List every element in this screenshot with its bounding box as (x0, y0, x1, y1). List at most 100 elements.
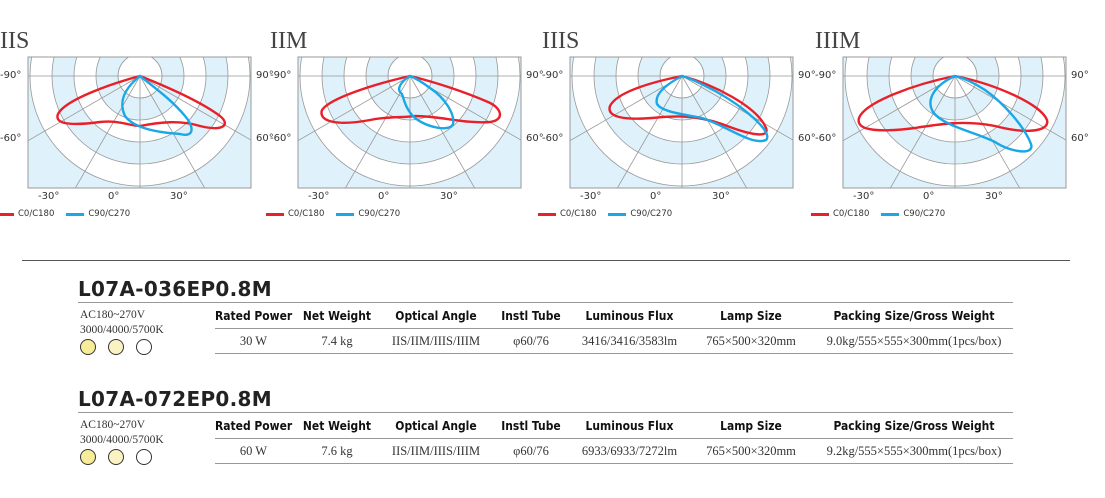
cct-color-swatch (136, 339, 152, 355)
spec-cell: 60 W (239, 443, 268, 458)
label-bottom-angle: -30° (308, 191, 330, 202)
label-bottom-angle: 0° (923, 191, 935, 202)
spec-data-row: 30 W 7.4 kg IIS/IIM/IIIS/IIIM φ60/76 3416/34… (215, 328, 1013, 354)
spec-header-row: Rated Power Net Weight Optical Angle Instl … (215, 414, 1013, 436)
legend-swatch (881, 212, 900, 216)
label-minus-90: -90° (270, 70, 292, 81)
curve-c90-c270 (655, 74, 769, 143)
legend-swatch (538, 212, 556, 216)
legend-label: C90/C270 (630, 209, 673, 219)
cct-color-swatch (136, 449, 152, 465)
label-minus-60: -60° (0, 133, 22, 144)
chart-frame (569, 56, 794, 189)
color-temperature: 3000/4000/5700K (80, 434, 164, 446)
product-block: L07A-072EP0.8M AC180~270V 3000/4000/5700K R… (0, 387, 1105, 497)
polar-spoke (139, 75, 206, 188)
column-header: Net Weight (302, 417, 372, 433)
polar-plot (569, 56, 794, 189)
polar-spoke (344, 75, 411, 188)
label-minus-90: -90° (542, 70, 564, 81)
column-header: Instl Tube (501, 417, 561, 433)
spec-header-row: Rated Power Net Weight Optical Angle Instl … (215, 304, 1013, 326)
spec-cell: φ60/76 (513, 443, 549, 458)
cct-color-swatch (80, 449, 96, 465)
product-model: L07A-072EP0.8M (78, 387, 272, 411)
curve-c90-c270 (121, 74, 193, 136)
column-header: Rated Power (215, 417, 293, 433)
curve-c90-c270 (398, 74, 455, 130)
column-header: Lamp Size (720, 307, 782, 323)
column-header: Luminous Flux (585, 417, 674, 433)
spec-cell: IIS/IIM/IIIS/IIIM (391, 333, 481, 348)
spec-cell: 765×500×320mm (706, 333, 796, 348)
label-bottom-angle: -30° (38, 191, 60, 202)
legend-label: C90/C270 (88, 209, 131, 219)
polar-plot (27, 56, 252, 189)
spec-cell: 9.2kg/555×555×300mm(1pcs/box) (826, 443, 1002, 458)
label-bottom-angle: 30° (985, 191, 1003, 202)
polar-spoke (28, 75, 141, 142)
legend-swatch (336, 212, 355, 216)
legend-label: C0/C180 (18, 209, 55, 219)
polar-spoke (954, 75, 1066, 141)
chart-title: IIS (0, 28, 30, 54)
label-bottom-angle: 0° (650, 191, 662, 202)
polar-spoke (298, 75, 411, 142)
spec-cell: 765×500×320mm (706, 443, 796, 458)
column-header: Instl Tube (501, 307, 561, 323)
label-60: 60° (798, 133, 816, 144)
column-header: Optical Angle (395, 417, 477, 433)
spec-cell: 7.4 kg (321, 333, 353, 348)
polar-spoke (889, 75, 956, 188)
polar-spoke (139, 75, 251, 141)
polar-spoke (409, 75, 521, 141)
spec-cell: 9.0kg/555×555×300mm(1pcs/box) (826, 333, 1002, 348)
column-header: Net Weight (302, 307, 372, 323)
column-header: Luminous Flux (585, 307, 674, 323)
section-divider (22, 260, 1070, 261)
cct-color-swatch (108, 449, 124, 465)
chart-frame (842, 56, 1067, 189)
curve-c0-c180 (320, 74, 502, 124)
color-temperature: 3000/4000/5700K (80, 324, 164, 336)
chart-frame (297, 56, 522, 189)
label-bottom-angle: 0° (108, 191, 120, 202)
chart-title: IIIM (815, 28, 861, 54)
title-underline (78, 302, 1013, 303)
legend-swatch (0, 212, 14, 216)
label-90: 90° (526, 70, 544, 81)
spec-cell: 3416/3416/3583lm (581, 333, 678, 348)
spec-cell: 6933/6933/7272lm (581, 443, 678, 458)
polar-plot (842, 56, 1067, 189)
curve-c90-c270 (929, 74, 1033, 153)
label-90: 90° (798, 70, 816, 81)
product-block: L07A-036EP0.8M AC180~270V 3000/4000/5700K R… (0, 277, 1105, 387)
polar-spoke (570, 75, 683, 142)
chart-legend: C0/C180 C90/C270 (0, 209, 130, 219)
chart-legend: C0/C180 C90/C270 (266, 209, 400, 219)
label-minus-90: -90° (815, 70, 837, 81)
column-header: Optical Angle (395, 307, 477, 323)
label-bottom-angle: 30° (712, 191, 730, 202)
spec-table: Rated Power Net Weight Optical Angle Instl … (215, 304, 1013, 354)
spec-cell: φ60/76 (513, 333, 549, 348)
title-underline (78, 412, 1013, 413)
legend-label: C0/C180 (833, 209, 870, 219)
legend-swatch (66, 212, 85, 216)
label-minus-60: -60° (815, 133, 837, 144)
spec-data-row: 60 W 7.6 kg IIS/IIM/IIIS/IIIM φ60/76 6933/69… (215, 438, 1013, 464)
chart-legend: C0/C180 C90/C270 (811, 209, 945, 219)
label-60: 60° (256, 133, 274, 144)
chart-frame (27, 56, 252, 189)
polar-spoke (616, 75, 683, 188)
label-minus-60: -60° (270, 133, 292, 144)
legend-swatch (608, 212, 627, 216)
chart-title: IIIS (542, 28, 580, 54)
voltage-range: AC180~270V (80, 309, 146, 321)
label-bottom-angle: -30° (853, 191, 875, 202)
spec-cell: 7.6 kg (321, 443, 353, 458)
label-bottom-angle: 30° (440, 191, 458, 202)
legend-swatch (266, 212, 284, 216)
cct-color-swatch (80, 339, 96, 355)
polar-chart-iiis: IIIS -90° -60° 90° 60° -30° 0° 30° C0/C180 C90/C… (538, 28, 816, 223)
